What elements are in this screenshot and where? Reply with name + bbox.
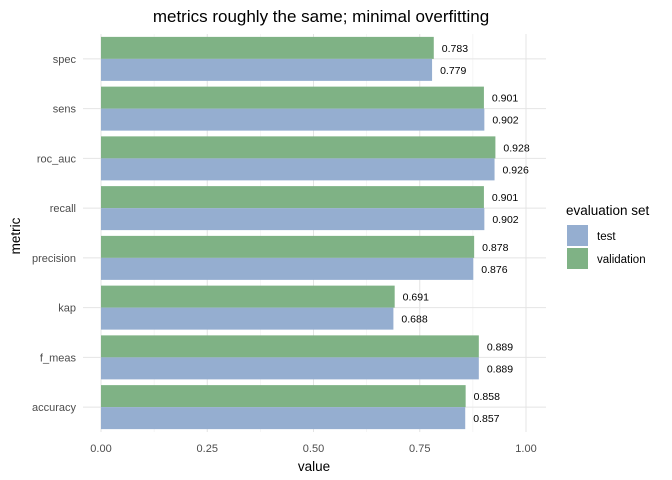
data-label-validation: 0.783 <box>442 43 468 55</box>
x-tick-label: 0.00 <box>90 443 111 455</box>
legend-title: evaluation set <box>566 203 650 218</box>
data-label-validation: 0.889 <box>487 341 513 353</box>
x-tick-label: 1.00 <box>515 443 536 455</box>
y-tick-label: recall <box>50 203 76 215</box>
y-tick-label: f_meas <box>40 352 77 364</box>
x-tick-labels: 0.00 0.25 0.50 0.75 1.00 <box>90 443 536 455</box>
bars <box>101 36 496 430</box>
data-label-test: 0.926 <box>503 164 529 176</box>
y-tick-label: precision <box>32 253 76 265</box>
data-label-test: 0.857 <box>473 413 499 425</box>
legend-label-validation: validation <box>597 254 646 266</box>
y-tick-label: spec <box>53 54 77 66</box>
bar-validation <box>101 86 484 109</box>
data-label-validation: 0.691 <box>403 292 429 304</box>
data-label-test: 0.688 <box>401 314 427 326</box>
chart-title: metrics roughly the same; minimal overfi… <box>153 7 489 26</box>
bar-validation <box>101 335 479 358</box>
x-tick-label: 0.75 <box>409 443 430 455</box>
legend-key-validation <box>567 248 588 269</box>
y-tick-label: kap <box>58 303 76 315</box>
legend: evaluation set test validation <box>566 203 650 269</box>
x-axis-title: value <box>298 459 330 474</box>
y-tick-label: accuracy <box>32 402 77 414</box>
data-label-validation: 0.901 <box>492 192 518 204</box>
data-label-test: 0.902 <box>492 214 518 226</box>
bar-validation <box>101 36 434 59</box>
x-tick-label: 0.25 <box>197 443 218 455</box>
y-tick-labels: accuracy f_meas kap precision recall roc_auc s… <box>32 54 77 414</box>
bar-test <box>101 158 495 181</box>
bar-test <box>101 407 466 430</box>
bar-test <box>101 307 394 330</box>
bar-test <box>101 357 479 380</box>
data-label-validation: 0.878 <box>482 242 508 254</box>
bar-validation <box>101 285 395 308</box>
data-label-test: 0.779 <box>440 65 466 77</box>
data-labels: 0.858 0.857 0.889 0.889 0.691 0.688 0.878 0.876… <box>401 43 529 425</box>
y-axis-title: metric <box>8 217 23 254</box>
data-label-test: 0.889 <box>487 363 513 375</box>
data-label-validation: 0.858 <box>474 391 500 403</box>
bar-test <box>101 58 433 81</box>
bar-test <box>101 257 474 280</box>
bar-validation <box>101 136 496 159</box>
bar-test <box>101 208 485 231</box>
data-label-validation: 0.901 <box>492 93 518 105</box>
data-label-test: 0.876 <box>481 264 507 276</box>
bar-validation <box>101 186 484 209</box>
data-label-test: 0.902 <box>492 115 518 127</box>
bar-validation <box>101 235 475 258</box>
legend-label-test: test <box>597 231 616 243</box>
x-tick-label: 0.50 <box>303 443 324 455</box>
data-label-validation: 0.928 <box>503 142 529 154</box>
bar-test <box>101 108 485 131</box>
y-tick-label: sens <box>53 104 77 116</box>
legend-key-test <box>567 225 588 246</box>
y-tick-label: roc_auc <box>37 153 77 165</box>
bar-validation <box>101 385 466 408</box>
